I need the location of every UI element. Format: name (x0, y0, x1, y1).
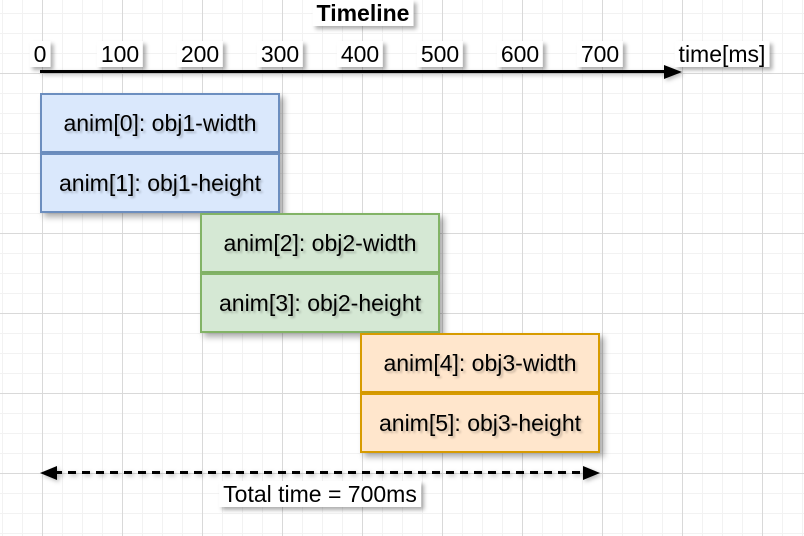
timeline-bar: anim[3]: obj2-height (200, 273, 440, 333)
arrow-left-icon (40, 465, 57, 480)
timeline-bar-label: anim[1]: obj1-height (58, 169, 261, 196)
timeline-bar: anim[1]: obj1-height (40, 153, 280, 213)
time-axis (0, 0, 804, 90)
axis-tick-label: 400 (336, 41, 384, 67)
timeline-bar: anim[5]: obj3-height (360, 393, 600, 453)
axis-tick-label: 500 (416, 41, 464, 67)
timeline-bar-label: anim[4]: obj3-width (383, 349, 577, 376)
axis-tick-label: 700 (576, 41, 624, 67)
total-time-label: Total time = 700ms (219, 481, 421, 507)
timeline-bar-label: anim[5]: obj3-height (378, 409, 581, 436)
dashed-line (54, 471, 586, 474)
timeline-bar: anim[0]: obj1-width (40, 93, 280, 153)
timeline-bar: anim[2]: obj2-width (200, 213, 440, 273)
axis-tick-label: 0 (29, 41, 51, 67)
timeline-bar: anim[4]: obj3-width (360, 333, 600, 393)
timeline-bar-label: anim[2]: obj2-width (223, 229, 417, 256)
timeline-bar-label: anim[3]: obj2-height (218, 289, 421, 316)
axis-unit-label: time[ms] (674, 41, 770, 67)
axis-tick-label: 200 (176, 41, 224, 67)
axis-tick-label: 600 (496, 41, 544, 67)
diagram-title: Timeline (312, 0, 414, 26)
axis-tick-label: 300 (256, 41, 304, 67)
arrow-right-icon (583, 465, 600, 480)
axis-line (40, 70, 670, 73)
axis-arrowhead-icon (664, 65, 682, 79)
axis-tick-label: 100 (96, 41, 144, 67)
timeline-bar-label: anim[0]: obj1-width (63, 109, 257, 136)
